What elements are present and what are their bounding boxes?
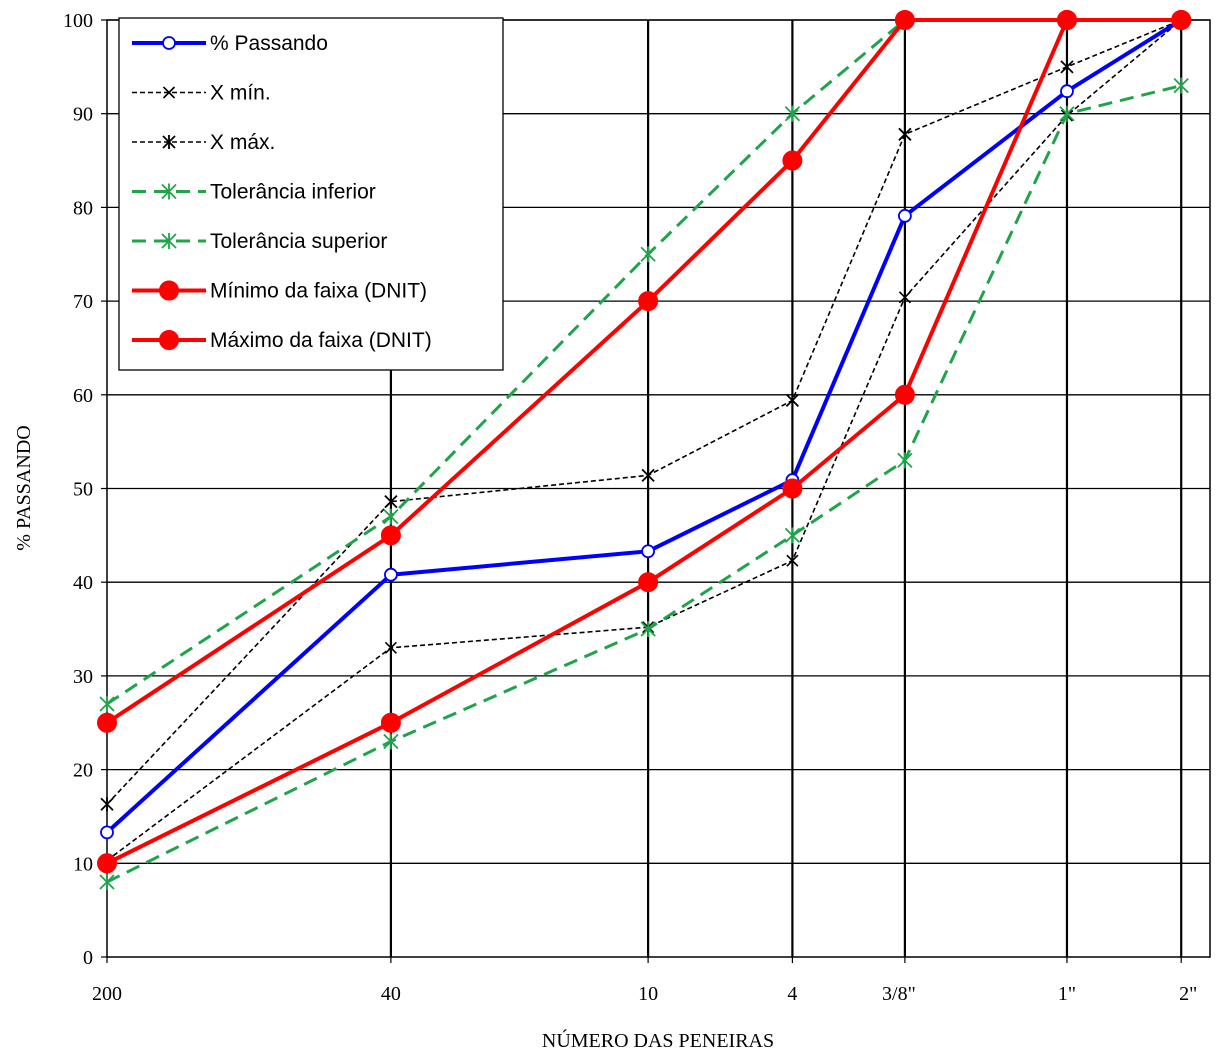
point-marker (162, 86, 176, 99)
legend-entry: Tolerância inferior (132, 181, 376, 204)
point-marker (159, 280, 179, 301)
point-marker (785, 393, 800, 408)
point-marker (640, 246, 656, 263)
legend-label: X mín. (210, 82, 271, 105)
point-marker (97, 712, 117, 733)
point-marker (1060, 84, 1074, 99)
point-marker (786, 554, 799, 567)
marker-stroke (898, 291, 911, 304)
legend-label: Tolerância inferior (210, 181, 376, 204)
point-marker (784, 105, 801, 122)
point-marker (1056, 10, 1077, 30)
point-marker (384, 641, 397, 654)
point-marker (894, 10, 915, 30)
y-tick-label: 100 (63, 10, 93, 32)
x-axis-title: NÚMERO DAS PENEIRAS (542, 1028, 774, 1052)
y-tick-label: 20 (73, 760, 93, 782)
point-marker (894, 384, 915, 405)
legend-box (118, 17, 504, 371)
point-marker (1171, 10, 1192, 30)
y-tick-label: 90 (73, 104, 93, 126)
point-marker (100, 797, 114, 812)
legend: % Passando X mín. X máx. Tolerância inferio… (118, 17, 504, 371)
point-marker (782, 478, 803, 499)
x-tick-label: 2" (1179, 983, 1197, 1005)
x-tick-label: 10 (638, 983, 658, 1005)
legend-entry: X máx. (132, 131, 275, 154)
point-marker (641, 544, 656, 559)
legend-entry: Mínimo da faixa (DNIT) (132, 280, 427, 303)
point-marker (380, 712, 401, 733)
point-marker (380, 525, 401, 546)
point-marker (383, 508, 399, 525)
point-marker (784, 527, 801, 544)
x-tick-label: 3/8" (882, 983, 916, 1005)
legend-entry: Máximo da faixa (DNIT) (132, 329, 432, 352)
point-marker (384, 567, 398, 582)
point-marker (641, 468, 655, 483)
legend-entry: % Passando (132, 32, 328, 55)
point-marker (99, 874, 115, 891)
point-marker (640, 621, 656, 638)
legend-label: % Passando (210, 32, 328, 55)
x-tick-label: 1" (1058, 983, 1076, 1005)
legend-label: Mínimo da faixa (DNIT) (210, 280, 427, 303)
legend-entry: X mín. (132, 82, 271, 105)
point-marker (100, 825, 114, 840)
legend-entry: Tolerância superior (132, 230, 387, 253)
legend-label: X máx. (210, 131, 275, 154)
marker-stroke (162, 86, 176, 99)
legend-label: Tolerância superior (210, 230, 387, 253)
series-3 (99, 77, 1189, 891)
y-tick-label: 0 (83, 947, 93, 969)
point-marker (1059, 105, 1075, 122)
y-tick-label: 60 (73, 385, 93, 407)
point-marker (897, 208, 912, 223)
y-tick-label: 50 (73, 479, 93, 501)
point-marker (162, 36, 176, 50)
y-tick-label: 80 (73, 197, 93, 219)
x-tick-label: 4 (787, 983, 797, 1005)
marker-stroke (786, 554, 799, 567)
point-marker (161, 233, 177, 249)
point-marker (897, 452, 913, 469)
x-axis-ticks: 200 40 10 4 3/8" 1" 2" (92, 957, 1197, 1005)
legend-label: Máximo da faixa (DNIT) (210, 329, 432, 352)
point-marker (162, 135, 176, 149)
y-axis-ticks: 0 10 20 30 40 50 60 70 80 90 100 (63, 10, 107, 969)
x-tick-label: 200 (92, 983, 122, 1005)
y-tick-label: 30 (73, 666, 93, 688)
series-6 (97, 10, 1192, 733)
y-tick-label: 10 (73, 853, 93, 875)
point-marker (782, 150, 803, 171)
y-axis-title: % PASSANDO (13, 425, 35, 550)
point-marker (384, 494, 398, 509)
point-marker (898, 291, 911, 304)
y-tick-label: 40 (73, 572, 93, 594)
point-marker (97, 853, 117, 874)
x-tick-label: 40 (381, 983, 401, 1005)
point-marker (1060, 59, 1074, 74)
point-marker (383, 733, 399, 750)
point-marker (161, 183, 177, 200)
series-layer (97, 10, 1192, 891)
y-tick-label: 70 (73, 291, 93, 313)
point-marker (159, 330, 179, 350)
point-marker (99, 696, 115, 713)
point-marker (898, 127, 912, 142)
point-marker (1173, 77, 1189, 94)
marker-stroke (384, 641, 397, 654)
point-marker (638, 572, 659, 593)
point-marker (638, 291, 659, 312)
